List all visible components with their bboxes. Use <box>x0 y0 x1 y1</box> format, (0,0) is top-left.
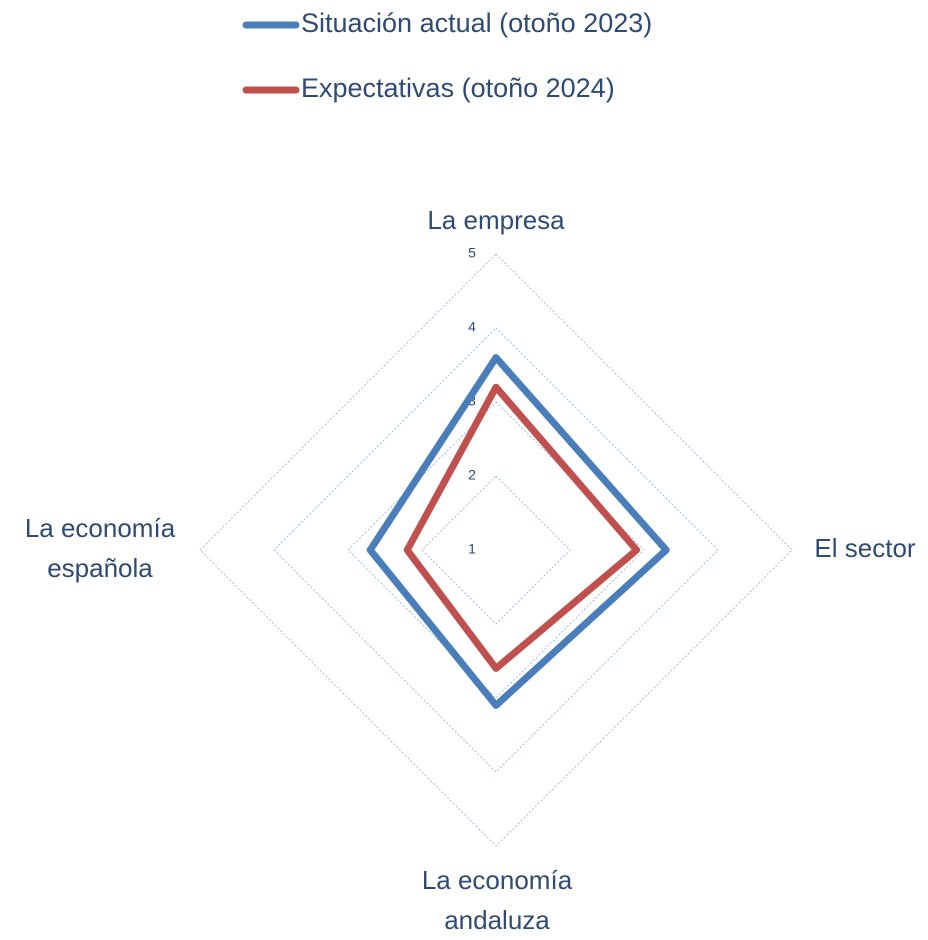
category-label: El sector <box>814 533 916 563</box>
grid-ring <box>421 475 571 625</box>
series-line <box>366 354 670 709</box>
category-label: La economía andaluza <box>421 865 573 935</box>
grid-ring <box>199 253 793 847</box>
y-tick-label: 4 <box>468 319 476 335</box>
category-label: La empresa <box>427 205 565 235</box>
series-line <box>403 383 641 672</box>
y-tick-label: 5 <box>468 245 476 261</box>
grid-ring <box>347 401 645 699</box>
grid-ring <box>273 327 719 773</box>
y-tick-label: 3 <box>468 393 476 409</box>
legend-label: Situación actual (otoño 2023) <box>301 8 652 38</box>
legend-label: Expectativas (otoño 2024) <box>301 73 615 103</box>
y-tick-label: 1 <box>468 541 476 557</box>
category-label: La economía española <box>24 513 176 583</box>
y-tick-label: 2 <box>468 467 476 483</box>
